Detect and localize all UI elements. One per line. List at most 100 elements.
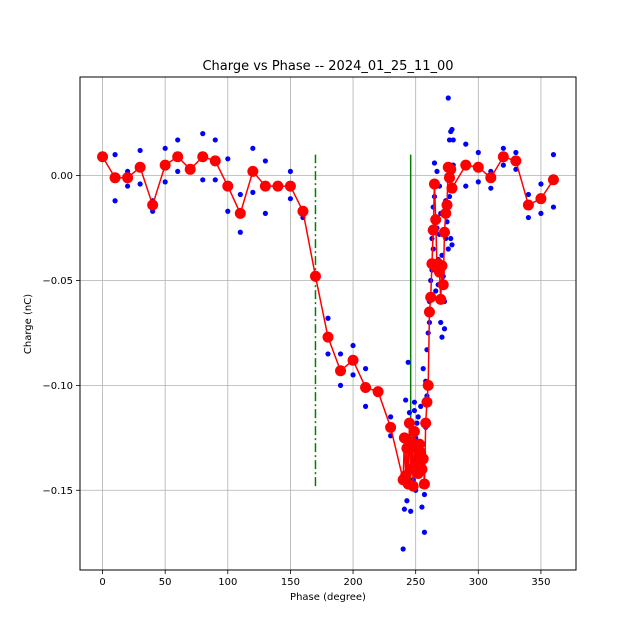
raw-point — [362, 366, 369, 372]
raw-point — [400, 546, 406, 552]
raw-point — [411, 399, 418, 405]
x-axis-ticks: 0 50 100 150 200 250 300 350 — [99, 570, 550, 588]
raw-point — [401, 506, 408, 512]
mean-point — [408, 426, 420, 438]
raw-point — [421, 529, 428, 535]
x-tick-label: 200 — [344, 577, 363, 588]
raw-point — [112, 152, 118, 158]
mean-point — [421, 396, 433, 408]
raw-point — [250, 189, 256, 195]
raw-point — [449, 126, 455, 133]
raw-point — [418, 403, 424, 409]
mean-point — [418, 478, 430, 490]
raw-point — [550, 152, 557, 158]
mean-point — [335, 365, 347, 377]
raw-point — [419, 504, 425, 510]
raw-point — [225, 156, 231, 162]
mean-point — [430, 214, 442, 226]
plot-frame — [79, 76, 577, 571]
raw-point — [287, 168, 294, 175]
mean-point — [427, 224, 439, 236]
raw-point — [538, 210, 544, 216]
y-tick-label: −0.10 — [42, 381, 73, 392]
y-tick-label: −0.05 — [42, 276, 73, 287]
mean-point — [407, 480, 419, 492]
mean-point — [97, 151, 109, 163]
raw-point — [237, 191, 243, 198]
mean-point — [438, 226, 450, 238]
mean-point — [259, 180, 271, 192]
mean-point — [420, 417, 432, 429]
mean-point — [446, 182, 458, 194]
y-axis-label: Charge (nC) — [23, 294, 34, 354]
mean-point — [209, 155, 221, 167]
raw-point — [350, 372, 356, 378]
raw-point — [446, 137, 453, 143]
x-tick-label: 50 — [159, 577, 172, 588]
x-tick-label: 150 — [281, 577, 300, 588]
y-tick-label: 0.00 — [51, 171, 73, 182]
raw-point — [431, 160, 438, 166]
mean-point — [485, 172, 497, 184]
mean-point — [172, 151, 184, 163]
raw-point — [162, 145, 168, 151]
raw-point — [137, 147, 143, 154]
mean-point — [460, 159, 472, 171]
raw-point — [200, 131, 206, 137]
mean-point — [423, 306, 435, 318]
mean-point — [184, 163, 196, 175]
raw-point — [212, 137, 218, 143]
raw-point — [337, 382, 344, 388]
mean-point — [425, 291, 437, 303]
mean-point — [497, 151, 509, 163]
mean-point — [436, 260, 448, 272]
x-tick-label: 0 — [99, 577, 105, 588]
raw-point — [429, 235, 435, 242]
raw-point — [488, 185, 494, 191]
raw-point — [434, 168, 440, 175]
mean-point — [443, 172, 455, 184]
mean-point — [122, 172, 134, 184]
mean-point — [222, 180, 234, 192]
mean-point — [284, 180, 296, 192]
raw-point — [475, 149, 481, 156]
raw-point — [513, 149, 519, 156]
y-axis-ticks: 0.00 −0.05 −0.10 −0.15 — [42, 171, 80, 497]
mean-point — [445, 163, 457, 175]
raw-point — [420, 366, 426, 372]
raw-point — [405, 359, 411, 365]
mean-point — [472, 161, 484, 173]
raw-point — [337, 351, 344, 357]
raw-point — [162, 179, 168, 185]
raw-point — [411, 407, 418, 414]
raw-point — [449, 242, 455, 248]
raw-point — [433, 288, 439, 294]
raw-point — [414, 420, 420, 426]
mean-point — [435, 293, 447, 305]
mean-point — [403, 417, 415, 429]
raw-point — [441, 326, 448, 332]
raw-point — [262, 210, 268, 216]
mean-point — [440, 207, 452, 219]
mean-point — [322, 331, 334, 343]
raw-point — [212, 177, 218, 183]
mean-point — [441, 199, 453, 211]
raw-point — [421, 491, 428, 498]
raw-point — [175, 137, 181, 143]
raw-point — [438, 319, 444, 326]
raw-point — [325, 351, 331, 357]
mean-series — [97, 151, 559, 492]
x-axis-label: Phase (degree) — [290, 592, 366, 603]
raw-point — [225, 208, 231, 214]
raw-point — [550, 204, 557, 210]
x-tick-label: 100 — [218, 577, 237, 588]
raw-point — [408, 508, 414, 514]
x-tick-label: 300 — [469, 577, 488, 588]
x-tick-label: 250 — [406, 577, 425, 588]
raw-point — [500, 145, 506, 151]
mean-point — [372, 386, 384, 398]
mean-point — [147, 199, 159, 211]
mean-point — [347, 354, 359, 366]
mean-point — [437, 279, 449, 291]
